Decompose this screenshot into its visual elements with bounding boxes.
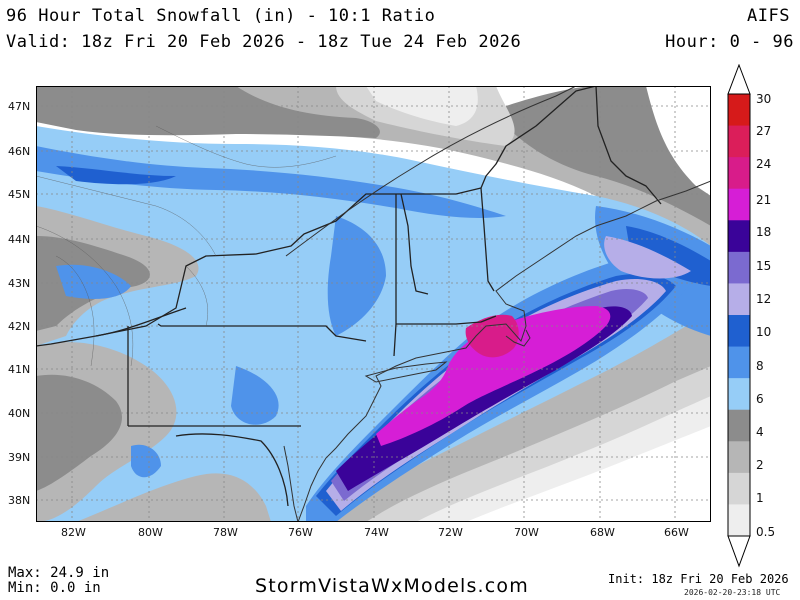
lat-label: 45N [8,188,31,201]
colorbar-label: 1 [756,491,764,505]
lat-label: 43N [8,277,31,290]
lon-label: 76W [288,526,313,539]
coastline-st-lawrence [285,86,577,257]
site-name: StormVistaWxModels.com [255,575,529,597]
lon-label: 70W [514,526,539,539]
shade-lavender-ne [604,236,691,279]
lon-label: 72W [438,526,463,539]
coastline-cape-cod [505,329,531,347]
timestamp: 2026-02-20-23:18 UTC [684,588,781,597]
colorbar-top-arrow [727,64,751,95]
colorbar-label: 27 [756,124,772,138]
snowfall-map [36,86,711,522]
border-nh-me [480,187,495,292]
lon-label: 68W [590,526,615,539]
shade-blue-band-north [36,146,506,219]
colorbar-label: 8 [756,359,764,373]
shade-crimson [465,314,519,358]
colorbar-bottom-arrow [727,535,751,568]
init-time: Init: 18z Fri 20 Feb 2026 [608,572,789,586]
snowfall-colorbar [727,64,751,568]
colorbar-swatch [728,472,750,505]
lon-label: 80W [138,526,163,539]
colorbar-swatch [728,504,750,537]
lat-label: 41N [8,363,31,376]
shade-blue-ohio [231,366,279,425]
colorbar-swatch [728,378,750,411]
colorbar-swatch [728,157,750,190]
lat-label: 47N [8,100,31,113]
lon-label: 78W [213,526,238,539]
colorbar-label: 12 [756,292,772,306]
colorbar-swatch [728,188,750,221]
max-min-stats: Max: 24.9 in Min: 0.0 in [8,566,109,596]
chart-title: 96 Hour Total Snowfall (in) - 10:1 Ratio [6,6,436,26]
shade-blue-sw [131,444,161,478]
colorbar-swatch [728,283,750,316]
colorbar-label: 30 [756,92,772,106]
lon-label: 66W [664,526,689,539]
colorbar-label: 21 [756,193,772,207]
coastline-long-island [364,361,448,383]
coastline-atlantic [297,180,711,522]
colorbar-swatch [728,251,750,284]
chesapeake-bay [283,445,299,522]
lat-label: 44N [8,233,31,246]
shade-darkblue-north [56,166,176,185]
border-ny-new-england [393,194,397,357]
lake-erie-shore [95,307,187,337]
colorbar-swatch [728,409,750,442]
border-ma-ct [396,315,497,325]
colorbar-swatch [728,220,750,253]
shade-darkgray-sw [36,374,122,491]
shade-blue-west [56,264,131,299]
shade-darkgray-north [36,86,380,138]
lat-label: 46N [8,145,31,158]
colorbar-label: 2 [756,458,764,472]
min-value: Min: 0.0 in [8,580,101,596]
lat-label: 39N [8,451,31,464]
valid-period: Valid: 18z Fri 20 Feb 2026 - 18z Tue 24 … [6,32,522,52]
lon-label: 82W [61,526,86,539]
colorbar-label: 15 [756,259,772,273]
shade-magenta [376,306,611,446]
max-value: Max: 24.9 in [8,565,110,581]
colorbar-label: 4 [756,425,764,439]
shade-blue-inland [327,216,386,336]
lat-label: 40N [8,407,31,420]
colorbar-label: 24 [756,157,772,171]
shade-gray-south [76,473,271,522]
border-pa-ny [157,323,367,342]
forecast-hours: Hour: 0 - 96 [665,32,794,52]
colorbar-swatch [728,94,750,127]
colorbar-label: 18 [756,225,772,239]
border-maine-nb [595,86,662,205]
model-name: AIFS [747,6,790,26]
colorbar-swatch [728,315,750,348]
colorbar-label: 10 [756,325,772,339]
colorbar-swatch [728,346,750,379]
border-us-canada [36,86,597,347]
lon-label: 74W [364,526,389,539]
colorbar-label: 0.5 [756,525,776,539]
colorbar-label: 6 [756,392,764,406]
lat-label: 42N [8,320,31,333]
shade-clear-se [466,426,711,522]
lat-label: 38N [8,494,31,507]
colorbar-swatch [728,441,750,474]
colorbar-swatch [728,125,750,158]
border-vt-nh [400,193,429,295]
border-md-va [175,433,289,507]
